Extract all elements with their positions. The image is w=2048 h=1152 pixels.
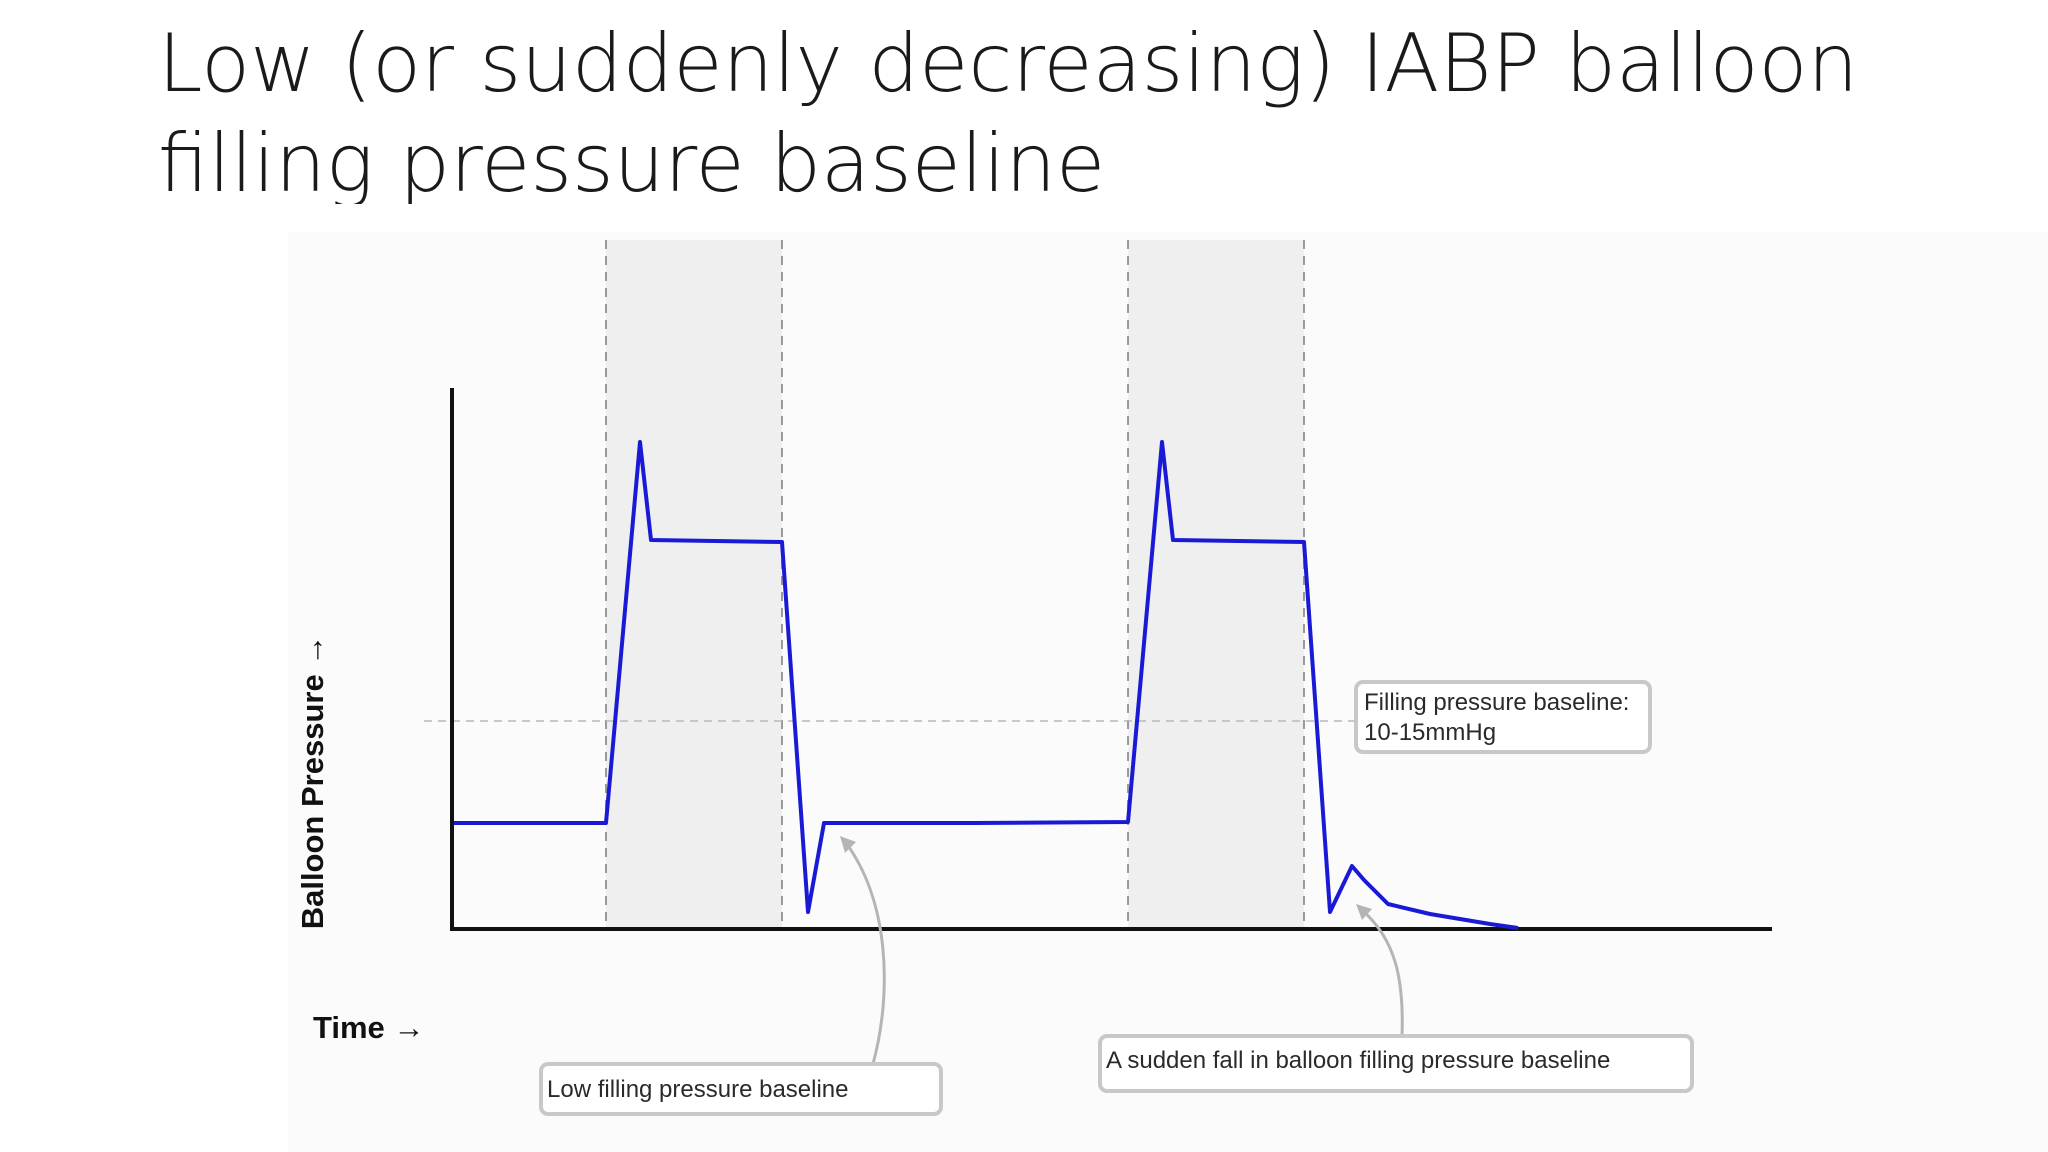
x-axis-label: Time → — [313, 1010, 424, 1045]
callout-pointer-low-baseline — [844, 842, 886, 1065]
callout-arrowhead-low-baseline — [840, 836, 856, 853]
callout-sudden-fall-text: A sudden fall in balloon filling pressur… — [1106, 1047, 1610, 1074]
callout-low-baseline-text: Low filling pressure baseline — [547, 1076, 849, 1103]
slide-title: Low (or suddenly decreasing) IABP balloo… — [158, 14, 1958, 204]
callout-baseline-line-1: Filling pressure baseline: — [1364, 689, 1629, 716]
callout-low-baseline: Low filling pressure baseline — [539, 1062, 943, 1116]
callout-baseline-line-2: 10-15mmHg — [1364, 719, 1496, 746]
title-line-2: filling pressure baseline — [158, 117, 1106, 204]
callout-box — [539, 1062, 943, 1116]
callout-pointer-sudden-fall — [1361, 908, 1404, 1037]
callout-box — [1098, 1034, 1694, 1093]
inflation-markers — [605, 240, 1305, 928]
inflation-band-1 — [606, 240, 782, 928]
callout-arrowhead-sudden-fall — [1356, 904, 1372, 920]
title-line-1: Low (or suddenly decreasing) IABP balloo… — [158, 17, 1859, 110]
pressure-waveform — [454, 440, 1519, 930]
callout-baseline-reference: Filling pressure baseline: 10-15mmHg — [1354, 680, 1652, 754]
callout-sudden-fall: A sudden fall in balloon filling pressur… — [1098, 1034, 1694, 1093]
inflation-band-2 — [1128, 240, 1304, 928]
y-axis-label: Balloon Pressure → — [295, 635, 330, 930]
callout-box — [1354, 680, 1652, 754]
